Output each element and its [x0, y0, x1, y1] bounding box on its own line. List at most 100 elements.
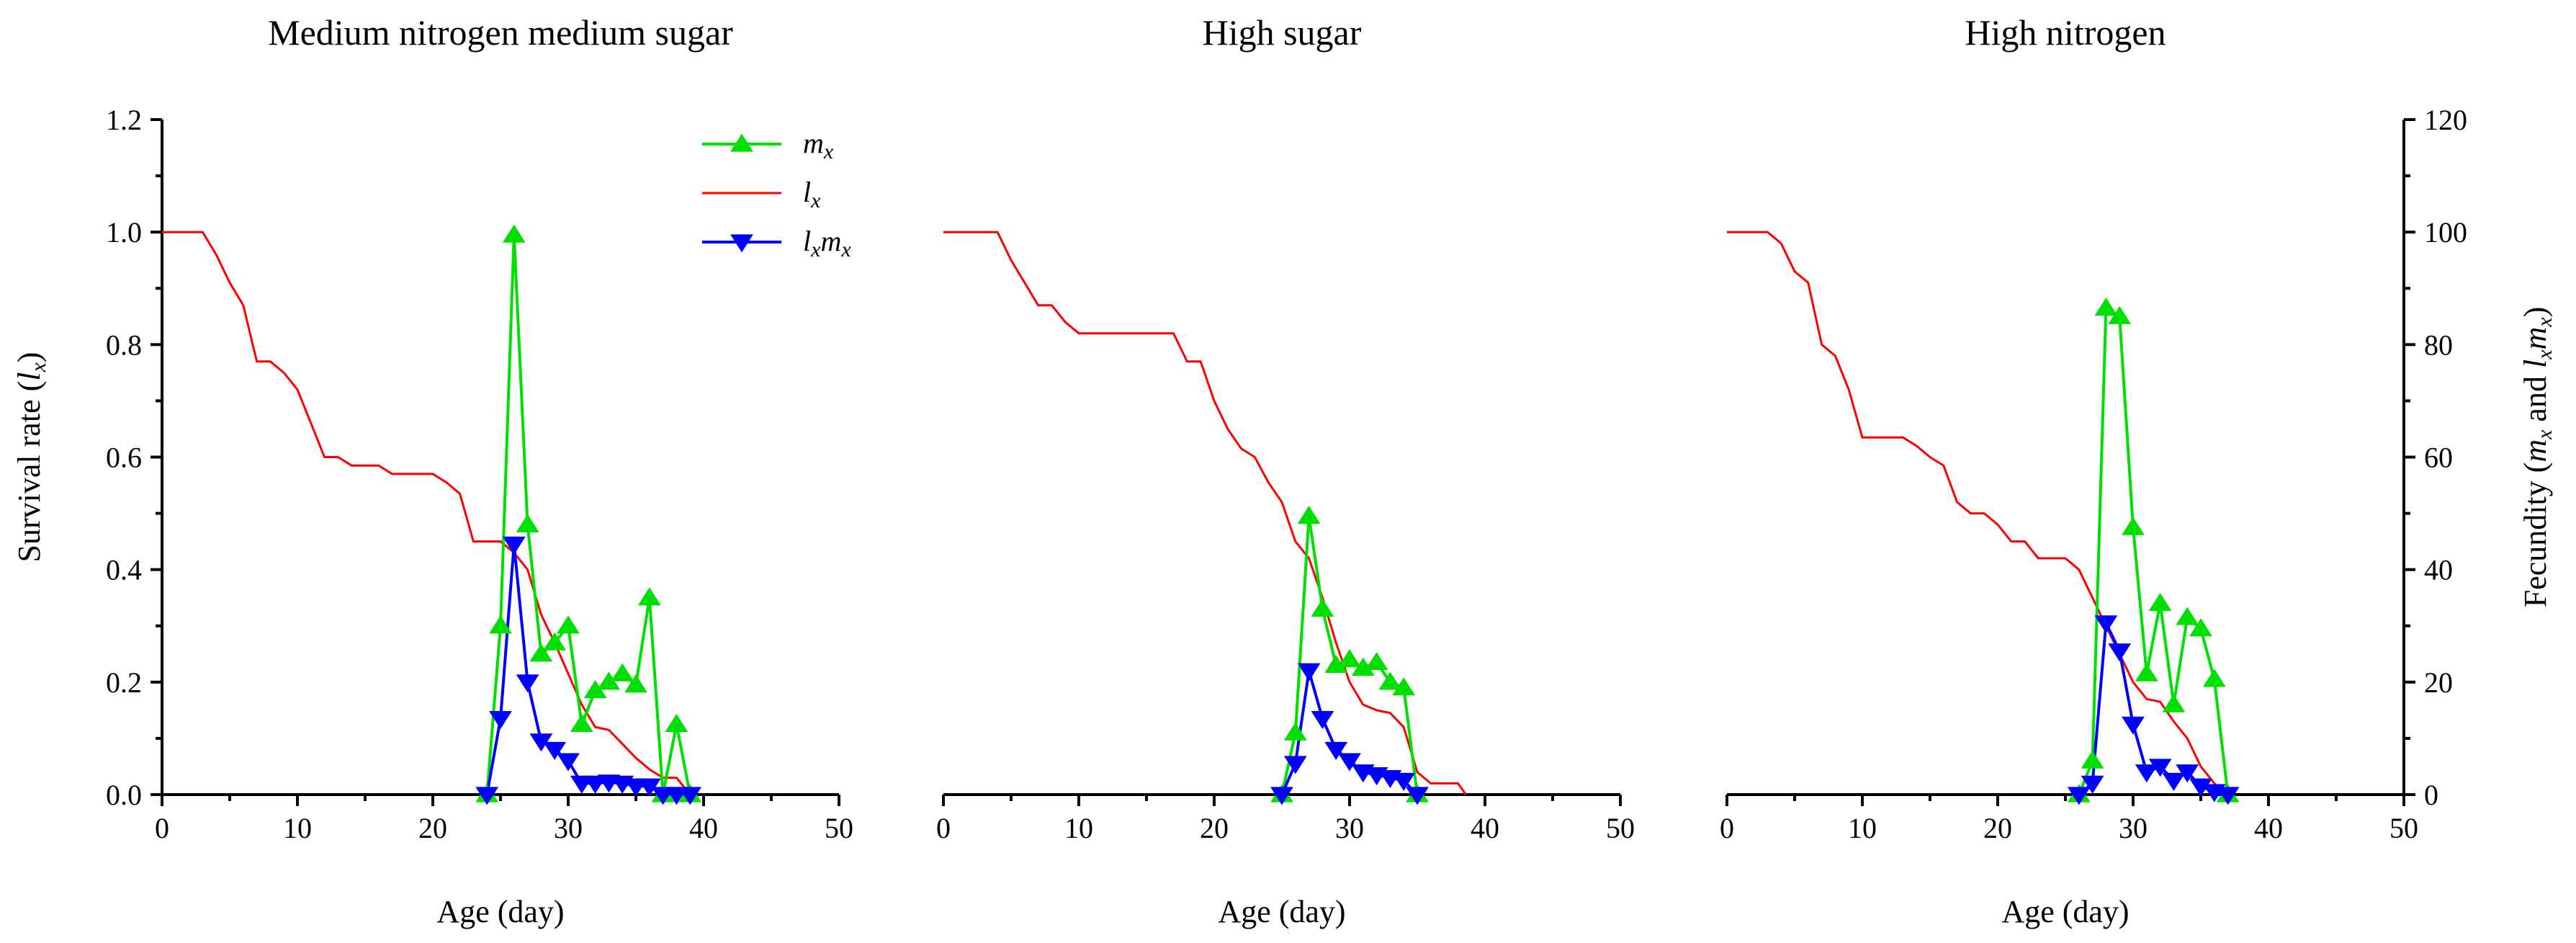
x-tick-label: 0	[155, 812, 169, 844]
lxmx-point	[2162, 772, 2186, 791]
lxmx-point	[516, 674, 539, 693]
x-tick-label: 40	[2254, 812, 2283, 844]
legend-label-sub: x	[810, 189, 821, 213]
mx-point	[502, 224, 526, 243]
y-right-title-suffix: )	[2518, 307, 2553, 318]
y-right-tick-label: 40	[2424, 554, 2453, 586]
y-right-title-sub: x	[2533, 349, 2557, 360]
lxmx-point	[583, 775, 607, 794]
legend-label-main: m	[803, 127, 824, 159]
mx-point	[637, 587, 661, 606]
y-left-axis-title: Survival rate (lx)	[12, 352, 50, 563]
x-tick-label: 30	[2119, 812, 2148, 844]
y-right-tick-label: 80	[2424, 329, 2453, 361]
mx-point	[2176, 607, 2199, 625]
lx-line	[1727, 231, 2229, 796]
y-left-title-sub: x	[27, 362, 50, 373]
panel-title: High sugar	[1203, 12, 1362, 53]
x-tick-label: 40	[1471, 812, 1499, 844]
lxmx-point	[2122, 716, 2145, 735]
mx-point	[2135, 663, 2158, 681]
x-tick-label: 30	[554, 812, 583, 844]
y-left-tick-label: 0.8	[106, 329, 142, 361]
lxmx-point	[489, 710, 512, 730]
y-right-axis-title: Fecundity (mx and lxmx)	[2518, 307, 2557, 608]
legend-label-main: m	[820, 225, 841, 257]
y-left-tick-label: 1.2	[106, 104, 142, 136]
mx-point	[2189, 618, 2212, 637]
x-tick-label: 50	[825, 812, 853, 844]
legend-label: mx	[803, 127, 834, 164]
mx-point	[2202, 669, 2226, 687]
mx-point	[543, 632, 567, 651]
x-tick-label: 20	[418, 812, 447, 844]
x-tick-label: 20	[1983, 812, 2012, 844]
lxmx-point	[557, 753, 580, 772]
y-left-tick-label: 1.0	[106, 216, 142, 249]
lxmx-point	[1406, 787, 1429, 805]
lxmx-point	[2176, 764, 2199, 783]
mx-point	[1338, 649, 1361, 668]
legend-label-sub: x	[810, 238, 821, 262]
lx-line	[162, 231, 691, 795]
y-right-tick-label: 20	[2424, 666, 2453, 699]
mx-point	[2108, 305, 2132, 324]
x-tick-label: 10	[283, 812, 312, 844]
mx-point	[516, 514, 539, 532]
lxmx-point	[2148, 759, 2172, 777]
mx-point	[529, 643, 553, 662]
y-left-tick-label: 0.6	[106, 442, 142, 474]
lxmx-point	[1324, 741, 1348, 760]
panel-3: High nitrogen 0 10 20 30 40 50 Age (day) 0 20 40 60…	[1720, 12, 2557, 929]
y-left-title-var: l	[12, 372, 47, 381]
x-tick-label: 0	[936, 812, 951, 844]
lxmx-point	[1283, 756, 1307, 774]
x-axis-title: Age (day)	[1218, 894, 1345, 929]
y-right-title-and: and	[2518, 368, 2553, 430]
y-right-title-sub: x	[2533, 317, 2557, 328]
mx-point	[2148, 593, 2172, 612]
lxmx-point	[2094, 615, 2118, 634]
x-axis-title: Age (day)	[2001, 894, 2129, 929]
x-tick-label: 40	[689, 812, 718, 844]
lxmx-point	[1392, 772, 1416, 791]
lxmx-point	[2067, 787, 2091, 805]
mx-point	[557, 615, 580, 634]
mx-point	[2094, 298, 2118, 316]
mx-point	[2122, 517, 2145, 535]
mx-point	[624, 674, 647, 693]
y-left-tick-label: 0.0	[106, 779, 142, 811]
y-right-title-m: m	[2518, 439, 2553, 462]
x-tick-label: 0	[1720, 812, 1734, 844]
mx-point	[611, 663, 634, 681]
legend-marker	[730, 133, 753, 152]
lxmx-point	[2108, 643, 2132, 662]
lxmx-point	[543, 741, 567, 760]
lxmx-point	[1297, 663, 1321, 681]
mx-point	[1311, 598, 1334, 617]
x-tick-label: 50	[1606, 812, 1635, 844]
x-tick-label: 10	[1064, 812, 1093, 844]
lxmx-point	[1311, 710, 1334, 730]
y-right-tick-label: 100	[2424, 216, 2467, 249]
mx-point	[1297, 506, 1321, 524]
y-left-tick-label: 0.4	[106, 554, 142, 586]
legend-label: lx	[803, 176, 821, 213]
y-left-tick-label: 0.2	[106, 666, 142, 699]
legend-label-main: l	[803, 225, 811, 257]
x-tick-label: 20	[1200, 812, 1229, 844]
y-right-tick-label: 120	[2424, 104, 2467, 136]
y-right-title-sub: x	[2533, 429, 2557, 440]
panel-title: High nitrogen	[1965, 12, 2166, 53]
y-right-title-l: l	[2518, 359, 2553, 368]
y-right-tick-label: 0	[2424, 779, 2438, 811]
legend-label-main: l	[803, 176, 811, 208]
mx-point	[1283, 722, 1307, 741]
mx-line	[485, 235, 692, 795]
x-tick-label: 10	[1848, 812, 1877, 844]
lx-line	[943, 231, 1467, 795]
lxmx-point	[2216, 787, 2240, 805]
mx-line	[2077, 305, 2230, 795]
